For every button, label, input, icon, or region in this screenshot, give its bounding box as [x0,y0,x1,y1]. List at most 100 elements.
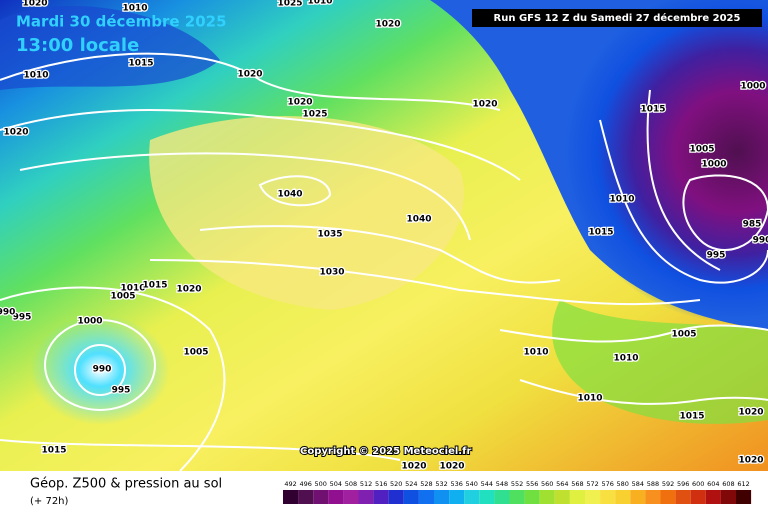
legend-label: 560 [541,480,553,488]
legend-label: 604 [707,480,719,488]
legend-label: 592 [662,480,674,488]
legend-swatch [373,490,389,504]
legend-swatch [358,490,374,504]
legend-swatch [645,490,661,504]
isobar-label: 1000 [77,317,102,327]
isobar-label: 1020 [738,408,763,418]
legend-swatch [705,490,721,504]
legend-swatch [720,490,736,504]
isobar-label: 1025 [302,110,327,120]
isobar-label: 1005 [689,145,714,155]
isobar-label: 1015 [640,105,665,115]
legend-label: 580 [617,480,629,488]
legend-swatch [449,490,465,504]
date-line: Mardi 30 décembre 2025 [16,13,227,31]
isobar-label: 1020 [287,98,312,108]
isobar-label: 1020 [22,0,47,9]
isobar-label: 1035 [317,230,342,240]
legend-label: 556 [526,480,538,488]
legend-swatch [600,490,616,504]
isobar-label: 995 [707,251,726,261]
isobar-label: 1005 [110,292,135,302]
legend-swatch [660,490,676,504]
legend-swatch [539,490,555,504]
run-box [472,9,762,27]
isobar-label: 1020 [176,285,201,295]
legend-swatch [298,490,314,504]
isobar-label: 1020 [472,100,497,110]
legend-label: 568 [571,480,583,488]
legend-swatch [690,490,706,504]
legend-label: 492 [284,480,296,488]
legend-swatch [736,490,752,504]
legend-swatch [675,490,691,504]
isobar-label: 990 [753,236,768,246]
isobar-label: 1010 [577,394,602,404]
legend-swatch [585,490,601,504]
isobar-label: 995 [112,386,131,396]
isobar-label: 1010 [122,4,147,14]
legend-label: 544 [481,480,493,488]
legend-label: 524 [405,480,417,488]
legend-label: 508 [345,480,357,488]
isobar-labels: 1020 1010 1025 1010 1020 1010 1015 1020 1020 1020… [0,0,768,473]
isobar-label: 1020 [375,20,400,30]
isobar-label: 995 [13,313,32,323]
legend-swatch [569,490,585,504]
legend-swatch [554,490,570,504]
legend-label: 528 [420,480,432,488]
legend-label: 596 [677,480,689,488]
legend-label: 496 [299,480,311,488]
legend-label: 548 [496,480,508,488]
legend-label: 504 [330,480,342,488]
isobar-label: 990 [93,365,112,375]
legend-swatch [403,490,419,504]
isobar-label: 1040 [277,190,302,200]
run-info: Run GFS 12 Z du Samedi 27 décembre 2025 [494,12,741,24]
legend-label: 520 [390,480,402,488]
legend-swatch [524,490,540,504]
legend-label: 564 [556,480,568,488]
isobars [0,52,768,472]
legend-swatch [283,490,299,504]
isobar-label: 1020 [439,462,464,472]
isobar-label: 1020 [237,70,262,80]
legend-label: 532 [435,480,447,488]
legend-swatch [509,490,525,504]
isobar-label: 1010 [23,71,48,81]
isobar-label: 1005 [183,348,208,358]
legend-label: 540 [466,480,478,488]
time-line: 13:00 locale [16,35,139,56]
isobar-label: 1015 [41,446,66,456]
isobar-label: 1005 [671,330,696,340]
isobar-label: 990 [0,308,15,318]
isobar-label: 1015 [679,412,704,422]
legend-label: 572 [586,480,598,488]
copyright: Copyright © 2025 Meteociel.fr [300,446,471,457]
legend-swatch [434,490,450,504]
legend-swatch [313,490,329,504]
legend-label: 552 [511,480,523,488]
legend-swatch [615,490,631,504]
legend-label: 608 [722,480,734,488]
isobar-label: 1030 [319,268,344,278]
legend-label: 600 [692,480,704,488]
legend-label: 536 [450,480,462,488]
legend-swatch [418,490,434,504]
isobar-label: 1025 [277,0,302,9]
legend-swatch [343,490,359,504]
isobar-label: 1010 [613,354,638,364]
isobar-label: 1020 [3,128,28,138]
isobar-label: 1015 [128,59,153,69]
legend-swatch [494,490,510,504]
legend-swatch [388,490,404,504]
legend-swatch [328,490,344,504]
isobar-label: 1040 [406,215,431,225]
isobar-label: 1020 [401,462,426,472]
isobar-label: 1010 [523,348,548,358]
isobar-label: 1015 [142,281,167,291]
legend-label: 576 [601,480,613,488]
legend-swatch [479,490,495,504]
legend: 492 496 500 504 508 512 516 520 524 528 532 536 540 5… [283,480,752,504]
isobar-label: 1010 [307,0,332,7]
